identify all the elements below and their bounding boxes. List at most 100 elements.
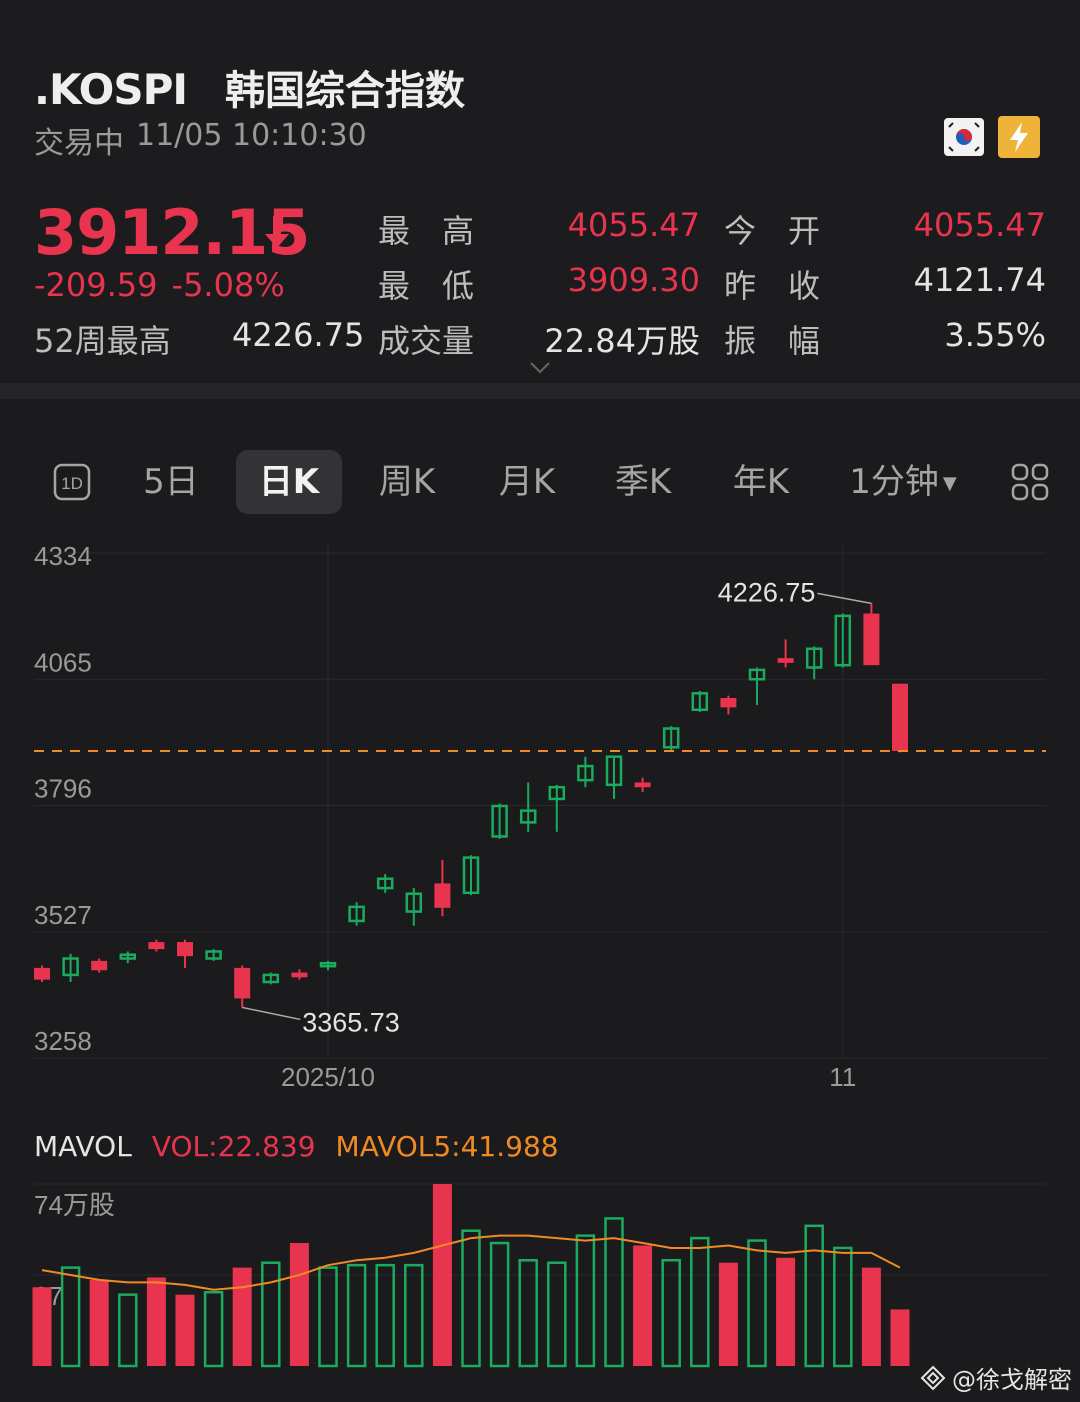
mavol5-value: MAVOL5:41.988	[335, 1130, 559, 1163]
candle-body	[119, 953, 137, 960]
volume-bar	[518, 1258, 538, 1368]
volume-bar	[346, 1263, 367, 1368]
candle-body	[662, 727, 680, 749]
volume-bar	[604, 1217, 624, 1368]
candle-body	[319, 961, 337, 968]
week52-high-value: 4226.75	[232, 316, 365, 354]
volume-svg: 74万股37	[32, 1183, 1046, 1368]
volume-bar	[203, 1290, 224, 1368]
volume-y-tick: 74万股	[34, 1190, 115, 1220]
volume-label: 成交量	[378, 322, 475, 360]
candle-body	[634, 782, 651, 788]
price-change: -209.59 -5.08%	[34, 266, 285, 304]
candle-body	[291, 972, 308, 978]
volume-bar	[861, 1267, 881, 1366]
lightning-icon[interactable]	[998, 116, 1040, 158]
volume-bar	[60, 1266, 81, 1368]
candle-body	[234, 967, 251, 999]
open-label: 今开	[724, 212, 853, 250]
volume-bar	[318, 1266, 338, 1368]
low-label: 最低	[378, 267, 507, 305]
logo-icon	[920, 1365, 946, 1390]
volume-bar	[833, 1246, 853, 1368]
tab-quarterly-k[interactable]: 季K	[614, 462, 672, 502]
caret-down-icon: ▼	[942, 472, 957, 494]
y-tick-label: 3527	[34, 900, 92, 930]
tab-monthly-k[interactable]: 月K	[498, 462, 556, 502]
high-label: 最高	[378, 212, 507, 250]
tab-yearly-k[interactable]: 年K	[732, 462, 790, 502]
candle-body	[62, 957, 79, 977]
vol-value: VOL:22.839	[151, 1130, 316, 1163]
volume-bar	[375, 1263, 395, 1368]
candle-body	[777, 658, 794, 663]
volume-bar	[575, 1234, 596, 1368]
candle-body	[720, 698, 737, 708]
tab-grid[interactable]	[1008, 450, 1052, 514]
low-value: 3909.30	[567, 261, 700, 299]
candle-body	[805, 647, 823, 669]
candle-body	[519, 809, 537, 824]
section-divider	[0, 383, 1080, 399]
candle-body	[434, 883, 451, 908]
1d-icon: 1D	[53, 463, 91, 501]
down-arrow-icon	[262, 214, 292, 250]
candlestick-chart[interactable]: 4334 4065 3796 3527 3258 2025/10 11 4226.75 3365…	[0, 530, 1080, 1092]
candle-body	[605, 755, 623, 787]
volume-header: MAVOL VOL:22.839 MAVOL5:41.988	[34, 1130, 559, 1163]
high-value: 4055.47	[567, 206, 700, 244]
quote-header: .KOSPI 韩国综合指数 交易中 11/05 10:10:30 3912.15…	[0, 0, 1080, 383]
min-annotation: 3365.73	[302, 1007, 400, 1037]
volume-chart[interactable]: 74万股37	[0, 1180, 1080, 1380]
mavol-label: MAVOL	[34, 1130, 132, 1163]
grid-icon	[1011, 463, 1049, 501]
tab-weekly-k[interactable]: 周K	[378, 462, 436, 502]
y-tick-label: 3796	[34, 774, 92, 804]
annotation-leader	[817, 592, 872, 605]
annotation-leader	[242, 1006, 301, 1021]
tab-1min-dropdown[interactable]: 1分钟 ▼	[840, 450, 966, 514]
candle-body	[491, 804, 508, 838]
open-value: 4055.47	[913, 206, 1046, 244]
volume-bar	[175, 1294, 195, 1366]
tab-1d[interactable]: 1D	[44, 450, 100, 514]
y-tick-label: 4065	[34, 647, 92, 677]
week52-high-label: 52周最高	[34, 322, 171, 360]
watermark: @徐戈解密	[920, 1360, 1072, 1395]
tab-daily-k[interactable]: 日K	[236, 450, 342, 514]
volume-bar	[289, 1243, 309, 1366]
volume-bar	[661, 1258, 681, 1368]
candle-body	[376, 877, 394, 890]
period-tabs: 1D 5日 日K 周K 月K 季K 年K 1分钟 ▼	[0, 450, 1080, 514]
volume-bar	[404, 1263, 424, 1368]
x-tick-label: 11	[829, 1062, 856, 1090]
change-percent: -5.08%	[171, 266, 285, 304]
amplitude-value: 3.55%	[944, 316, 1046, 354]
y-tick-label: 4334	[34, 541, 92, 571]
index-name: 韩国综合指数	[224, 68, 465, 114]
x-tick-label: 2025/10	[281, 1062, 375, 1090]
chevron-down-icon[interactable]	[528, 360, 552, 376]
volume-bar	[547, 1261, 567, 1368]
watermark-text: @徐戈解密	[952, 1366, 1072, 1394]
volume-bar	[232, 1267, 252, 1366]
volume-bar	[118, 1293, 138, 1368]
ticker-symbol: .KOSPI	[34, 65, 188, 114]
tab-1min-label: 1分钟	[849, 462, 939, 502]
tab-5day[interactable]: 5日	[143, 462, 199, 502]
candle-body	[834, 614, 852, 667]
prev-close-label: 昨收	[724, 267, 853, 305]
volume-bar	[690, 1236, 710, 1368]
mavol5-line	[41, 1234, 901, 1291]
candle-body	[892, 683, 908, 751]
title-row: .KOSPI 韩国综合指数	[34, 58, 465, 116]
candlestick-svg: 4334 4065 3796 3527 3258 2025/10 11 4226.75 3365…	[34, 541, 1046, 1092]
candle-body	[863, 613, 880, 666]
volume-bar	[747, 1239, 767, 1368]
last-price: 3912.15	[34, 196, 310, 269]
y-tick-label: 3258	[34, 1026, 92, 1056]
volume-bar	[261, 1261, 281, 1368]
timestamp: 11/05 10:10:30	[136, 118, 367, 153]
volume-bar	[146, 1277, 166, 1366]
status-text: 交易中	[34, 126, 124, 161]
